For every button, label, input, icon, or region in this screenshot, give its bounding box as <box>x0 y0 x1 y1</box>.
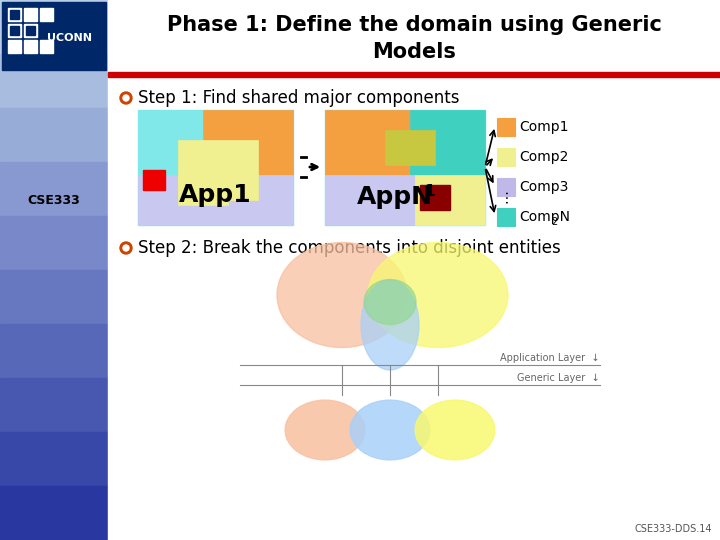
Bar <box>8 40 21 53</box>
Bar <box>178 140 258 200</box>
Ellipse shape <box>364 280 416 325</box>
Bar <box>10 26 19 35</box>
Bar <box>410 110 485 175</box>
Bar <box>10 10 19 19</box>
Bar <box>0 216 108 270</box>
Bar <box>24 40 37 53</box>
Bar <box>325 175 415 225</box>
Text: Comp3: Comp3 <box>519 180 568 194</box>
Text: 2: 2 <box>551 217 557 227</box>
Ellipse shape <box>285 400 365 460</box>
Bar <box>0 324 108 378</box>
Text: Comp2: Comp2 <box>519 150 568 164</box>
Bar <box>2 2 106 70</box>
Text: ⋯: ⋯ <box>499 189 513 203</box>
Bar <box>24 8 37 21</box>
Bar <box>420 185 450 210</box>
Bar <box>385 130 435 165</box>
Bar <box>40 8 53 21</box>
Bar <box>0 162 108 216</box>
Text: Comp1: Comp1 <box>519 120 569 134</box>
Text: CompN: CompN <box>519 210 570 224</box>
Bar <box>26 26 35 35</box>
Ellipse shape <box>361 280 419 370</box>
Bar <box>0 486 108 540</box>
Bar <box>203 110 293 175</box>
Bar <box>497 208 515 226</box>
Circle shape <box>123 245 129 251</box>
Bar <box>0 0 108 54</box>
Ellipse shape <box>350 400 430 460</box>
Bar <box>108 0 720 540</box>
Ellipse shape <box>277 242 407 348</box>
Bar <box>0 270 108 324</box>
Bar <box>325 110 485 225</box>
Text: Application Layer  ↓: Application Layer ↓ <box>500 353 600 363</box>
Text: Models: Models <box>372 42 456 62</box>
Text: CSE333: CSE333 <box>27 193 81 206</box>
Bar <box>497 148 515 166</box>
Text: AppN: AppN <box>357 185 433 209</box>
Bar <box>8 8 21 21</box>
Bar <box>178 175 228 205</box>
Bar <box>143 170 165 190</box>
Bar <box>325 110 410 175</box>
Bar <box>24 24 37 37</box>
Text: Step 2: Break the components into disjoint entities: Step 2: Break the components into disjoi… <box>138 239 561 257</box>
Circle shape <box>120 242 132 254</box>
Bar <box>415 175 485 225</box>
Bar <box>497 118 515 136</box>
Bar <box>138 110 293 225</box>
Bar <box>8 24 21 37</box>
Text: Generic Layer  ↓: Generic Layer ↓ <box>518 373 600 383</box>
Bar <box>0 108 108 162</box>
Text: 1: 1 <box>425 184 436 199</box>
Ellipse shape <box>415 400 495 460</box>
Bar <box>138 175 293 225</box>
Circle shape <box>120 92 132 104</box>
Text: Step 1: Find shared major components: Step 1: Find shared major components <box>138 89 459 107</box>
Text: Phase 1: Define the domain using Generic: Phase 1: Define the domain using Generic <box>166 15 662 35</box>
Bar <box>0 54 108 108</box>
Text: App1: App1 <box>179 183 251 207</box>
Ellipse shape <box>368 242 508 348</box>
Bar <box>0 432 108 486</box>
Circle shape <box>123 95 129 101</box>
Bar <box>40 40 53 53</box>
Bar <box>0 378 108 432</box>
Bar <box>108 72 720 77</box>
Bar <box>497 178 515 196</box>
Text: UCONN: UCONN <box>48 33 92 43</box>
Text: CSE333-DDS.14: CSE333-DDS.14 <box>634 524 712 534</box>
